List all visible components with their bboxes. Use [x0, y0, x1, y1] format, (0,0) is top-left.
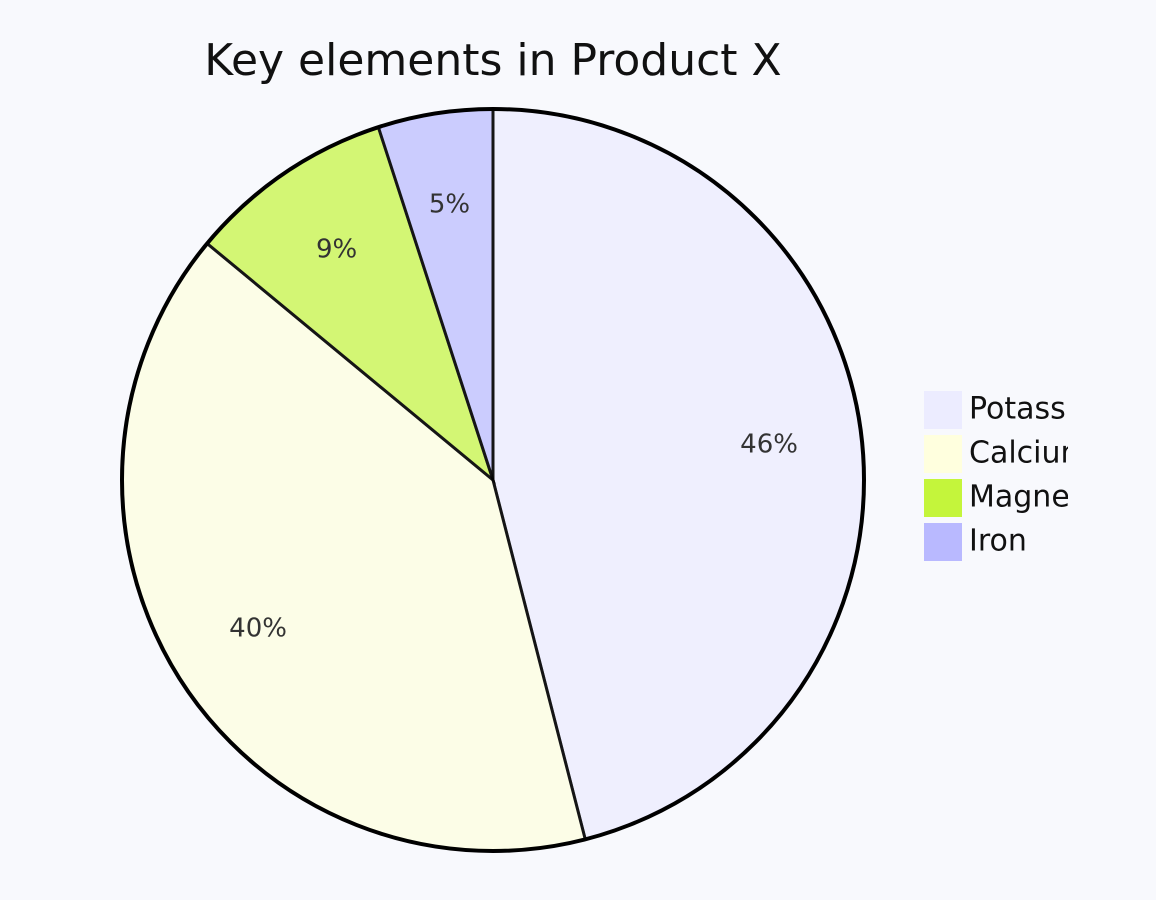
- legend-label: Magnesium: [969, 480, 1142, 515]
- legend-swatch: [924, 391, 962, 429]
- slice-label: 9%: [316, 234, 357, 264]
- pie-outline: [120, 107, 866, 853]
- slice-label: 5%: [429, 190, 470, 220]
- legend-swatch: [924, 523, 962, 561]
- slice-label: 46%: [740, 430, 798, 460]
- chart-title: Key elements in Product X: [204, 35, 781, 86]
- legend-label: Calcium: [969, 436, 1090, 471]
- slice-label: 40%: [229, 614, 287, 644]
- legend: Potassium Calcium Magnesium Iron: [924, 391, 1142, 561]
- legend-swatch: [924, 479, 962, 517]
- legend-label: Iron: [969, 524, 1027, 559]
- pie: 46% 40% 9% 5%: [120, 107, 866, 853]
- legend-swatch: [924, 435, 962, 473]
- legend-label: Potassium: [969, 392, 1122, 427]
